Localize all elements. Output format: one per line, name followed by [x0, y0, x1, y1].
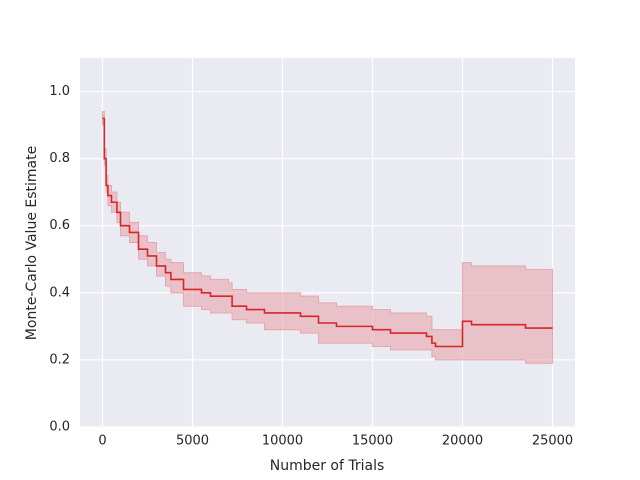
y-tick-label: 0.0 [49, 420, 70, 435]
y-tick-label: 0.8 [49, 151, 70, 166]
y-tick-label: 0.2 [49, 352, 70, 367]
y-tick-label: 0.6 [49, 218, 70, 233]
x-tick-label: 5000 [176, 434, 209, 449]
mean-line [102, 117, 553, 348]
confidence-band [102, 111, 553, 364]
x-tick-label: 10000 [262, 434, 303, 449]
y-tick-label: 1.0 [49, 84, 70, 99]
x-tick-label: 15000 [352, 434, 393, 449]
x-axis-label: Number of Trials [270, 458, 385, 474]
x-tick-label: 0 [98, 434, 106, 449]
y-axis-label: Monte-Carlo Value Estimate [24, 146, 40, 340]
plot-background [80, 58, 575, 427]
y-tick-label: 0.4 [49, 285, 70, 300]
x-tick-label: 20000 [442, 434, 483, 449]
x-tick-label: 25000 [532, 434, 573, 449]
